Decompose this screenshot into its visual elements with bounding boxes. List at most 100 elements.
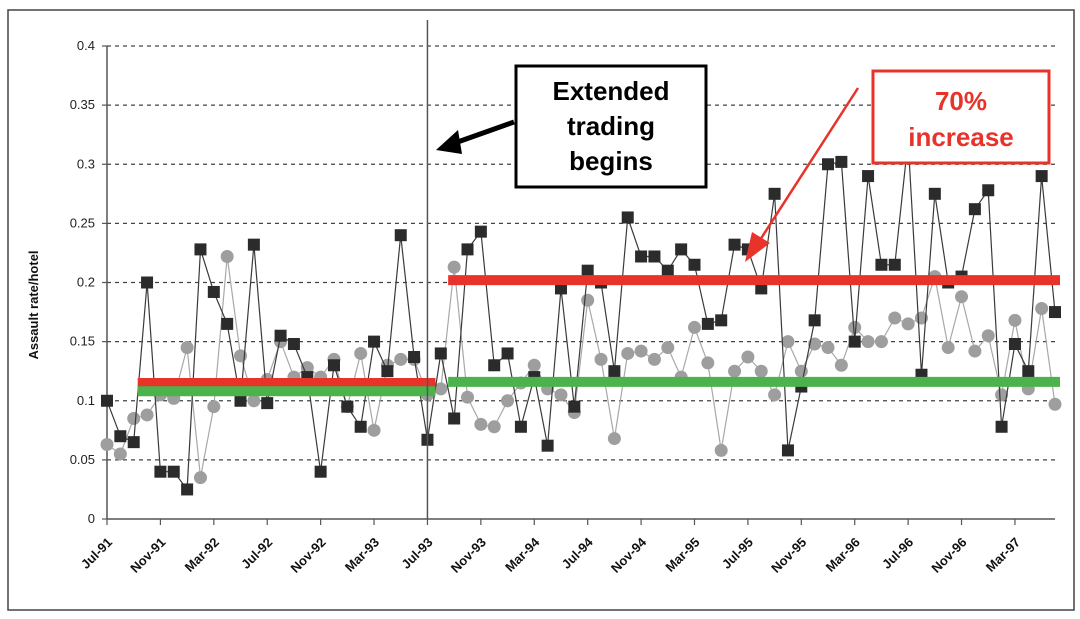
data-point-square xyxy=(101,394,113,407)
data-point-circle xyxy=(527,358,541,372)
data-point-square xyxy=(648,250,661,263)
data-point-circle xyxy=(621,346,635,360)
data-point-square xyxy=(141,276,154,289)
data-point-circle xyxy=(594,352,608,366)
data-point-circle xyxy=(741,350,755,364)
data-point-square xyxy=(888,258,901,271)
data-point-square xyxy=(568,400,581,413)
data-point-square xyxy=(1049,306,1061,319)
data-point-circle xyxy=(180,341,194,355)
data-point-circle xyxy=(968,344,982,358)
y-axis: 0 0.05 0.1 0.15 0.2 0.25 0.3 0.35 0.4 xyxy=(70,38,108,526)
annotation-extended-trading-line-1: Extended xyxy=(552,76,669,106)
data-point-square xyxy=(127,436,140,449)
data-point-square xyxy=(501,347,514,360)
annotation-70-increase-line-2: increase xyxy=(908,122,1014,152)
data-point-circle xyxy=(474,417,488,431)
y-tick-label: 0.05 xyxy=(70,452,95,467)
data-point-circle xyxy=(367,423,381,437)
data-point-square xyxy=(488,359,501,372)
data-point-circle xyxy=(1048,397,1062,411)
annotation-extended-trading-arrowhead xyxy=(436,130,462,154)
data-point-square xyxy=(394,229,407,242)
data-point-circle xyxy=(687,320,701,334)
data-point-circle xyxy=(995,388,1009,402)
data-point-square xyxy=(1008,337,1021,350)
data-point-square xyxy=(875,258,888,271)
data-point-square xyxy=(461,243,474,256)
data-point-square xyxy=(848,335,861,348)
data-point-square xyxy=(621,211,634,224)
series-line xyxy=(106,140,1056,492)
data-point-square xyxy=(675,243,688,256)
data-point-square xyxy=(755,282,768,295)
data-point-square xyxy=(862,170,875,183)
data-point-circle xyxy=(207,400,221,414)
data-point-square xyxy=(768,187,781,200)
y-axis-title: Assault rate/hotel xyxy=(26,250,41,359)
data-point-square xyxy=(274,329,287,342)
data-point-circle xyxy=(874,335,888,349)
data-point-square xyxy=(808,314,821,327)
data-point-square xyxy=(701,317,714,330)
data-point-circle xyxy=(501,394,515,408)
data-point-circle xyxy=(848,320,862,334)
data-point-square xyxy=(1035,170,1048,183)
reference-lines xyxy=(137,275,1060,397)
annotation-extended-trading-arrow xyxy=(451,119,515,147)
data-point-square xyxy=(234,394,247,407)
data-point-square xyxy=(688,258,701,271)
annotation-70-increase-arrow xyxy=(758,87,860,241)
data-point-square xyxy=(541,439,554,452)
data-point-circle xyxy=(1035,302,1049,316)
y-tick-label: 0.4 xyxy=(77,38,95,53)
data-point-circle xyxy=(193,471,207,485)
data-point-square xyxy=(114,430,127,443)
data-point-circle xyxy=(554,388,568,402)
data-point-square xyxy=(207,285,220,298)
data-point-square xyxy=(554,282,567,295)
data-point-circle xyxy=(113,447,127,461)
data-point-circle xyxy=(714,443,728,457)
data-point-square xyxy=(995,420,1008,433)
data-point-circle xyxy=(661,341,675,355)
data-point-square xyxy=(194,243,207,256)
data-point-square xyxy=(608,365,621,378)
data-point-square xyxy=(715,314,728,327)
data-point-circle xyxy=(354,346,368,360)
data-point-circle xyxy=(821,341,835,355)
data-point-circle xyxy=(701,356,715,370)
data-point-circle xyxy=(941,341,955,355)
data-point-circle xyxy=(647,352,661,366)
data-point-square xyxy=(635,250,648,263)
data-point-circle xyxy=(220,249,234,263)
data-point-square xyxy=(221,317,234,330)
data-point-circle xyxy=(461,390,475,404)
data-point-square xyxy=(261,397,274,410)
data-point-square xyxy=(181,483,194,496)
y-tick-label: 0.2 xyxy=(77,275,95,290)
data-point-circle xyxy=(955,290,969,304)
annotation-extended-trading-box xyxy=(514,64,708,189)
data-point-circle xyxy=(754,364,768,378)
data-point-circle xyxy=(581,293,595,307)
data-point-circle xyxy=(861,335,875,349)
data-point-square xyxy=(408,350,421,363)
data-point-circle xyxy=(634,344,648,358)
data-point-square xyxy=(287,337,300,350)
data-point-circle xyxy=(140,408,154,422)
data-point-square xyxy=(1022,365,1035,378)
annotation-70-increase-box xyxy=(871,69,1051,165)
y-tick-label: 0.15 xyxy=(70,334,95,349)
data-point-circle xyxy=(781,335,795,349)
data-point-circle xyxy=(768,388,782,402)
data-point-square xyxy=(327,359,340,372)
data-point-square xyxy=(154,465,167,478)
data-point-square xyxy=(581,264,594,277)
data-point-square xyxy=(314,465,327,478)
data-point-square xyxy=(982,184,995,197)
data-point-circle xyxy=(1008,313,1022,327)
y-tick-label: 0.25 xyxy=(70,215,95,230)
data-point-square xyxy=(448,412,461,425)
